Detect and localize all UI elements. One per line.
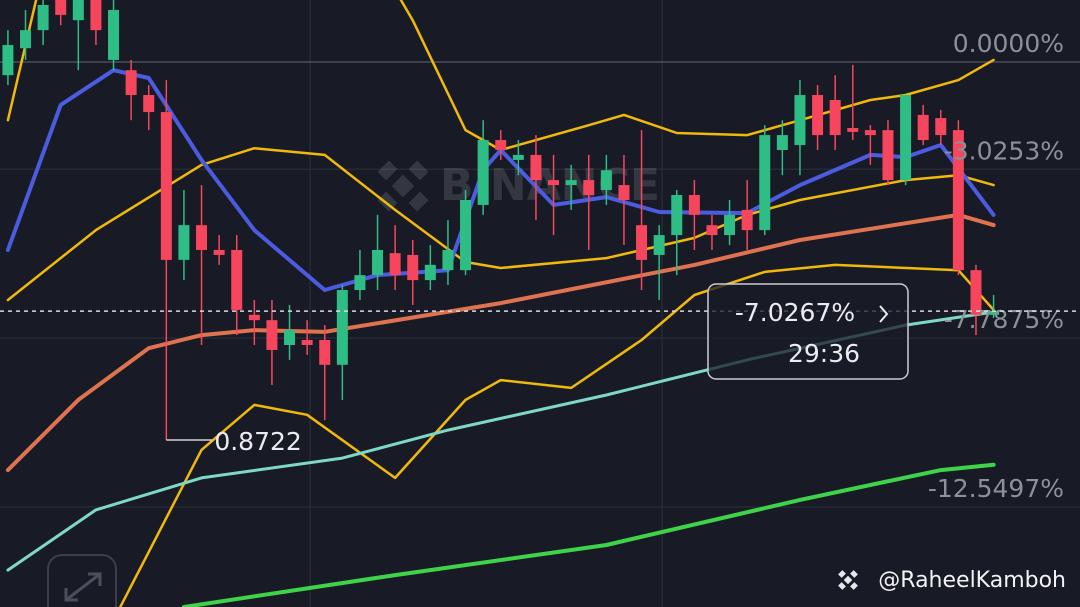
expand-button[interactable] [47,554,117,607]
chevron [879,305,889,323]
candle-body [706,225,718,236]
candle-body [372,249,384,276]
candle-body [160,112,172,260]
overlay-line [5,68,996,292]
candle-body [512,154,524,160]
candle-body [829,99,841,136]
candle-body [741,209,753,231]
candle-body [794,95,806,146]
y-tick-label: -3.0253% [944,136,1064,165]
current-value-label: -7.0267% [735,298,855,327]
candle-body [336,290,348,365]
expand-icon[interactable] [64,572,102,602]
candle-body [583,180,595,196]
current-box: -7.0267% 29:36 [707,283,909,380]
candle-body [988,311,1000,315]
candle-body [548,180,560,186]
candle-body [354,275,366,291]
candle-body [301,340,313,345]
candle-body [143,95,155,113]
y-tick-label: -12.5497% [928,474,1064,503]
candle-body [882,130,894,181]
candle-body [266,320,278,350]
low-label: 0.8722 [214,427,301,456]
candle-body [108,9,120,60]
candle-body [917,114,929,141]
candle-body [759,135,771,231]
candle-body [970,270,982,315]
candle-body [776,135,788,150]
candle-body [55,0,67,15]
candle-body [812,95,824,136]
overlay-line [6,146,995,302]
credit: @RaheelKamboh [838,568,1066,593]
overlay-line [118,263,995,607]
y-tick-label: 0.0000% [953,29,1064,58]
overlay-line [181,462,996,607]
candle-body [196,225,208,250]
candle-body [847,127,859,132]
credit-text: @RaheelKamboh [878,568,1066,593]
candle-body [319,340,331,365]
expand-frame[interactable] [47,554,117,607]
candle-body [248,314,260,321]
candle-body [530,154,542,181]
current-box-frame [707,283,909,380]
candle-body [37,4,49,31]
candle-body [284,330,296,345]
candle-body [952,130,964,271]
candle-body [724,214,736,236]
candle-body [935,118,947,136]
candle-body [178,225,190,260]
candle-body [407,254,419,281]
candle-body [688,195,700,215]
candle-body [495,140,507,150]
candle-body [125,70,137,96]
candle-body [90,0,102,31]
candle-body [213,249,225,255]
candle-body [900,95,912,181]
countdown: 29:36 [788,339,860,368]
candle-body [231,249,243,310]
candle-body [72,0,84,21]
y-tick-label: -7.7875% [944,305,1064,334]
candle-body [460,199,472,271]
overlay-line [6,0,995,152]
candle-body [671,195,683,236]
candle-body [389,253,401,276]
candle-body [636,225,648,260]
candle-body [20,30,32,49]
candle-body [565,180,577,186]
candle-body [477,140,489,205]
candle-body [442,249,454,271]
candles [2,0,1000,441]
candle-body [618,185,630,200]
candle-body [864,130,876,136]
candle-body [424,264,436,281]
candle-body [600,170,612,191]
candle-body [653,235,665,255]
candle-body [2,45,14,76]
